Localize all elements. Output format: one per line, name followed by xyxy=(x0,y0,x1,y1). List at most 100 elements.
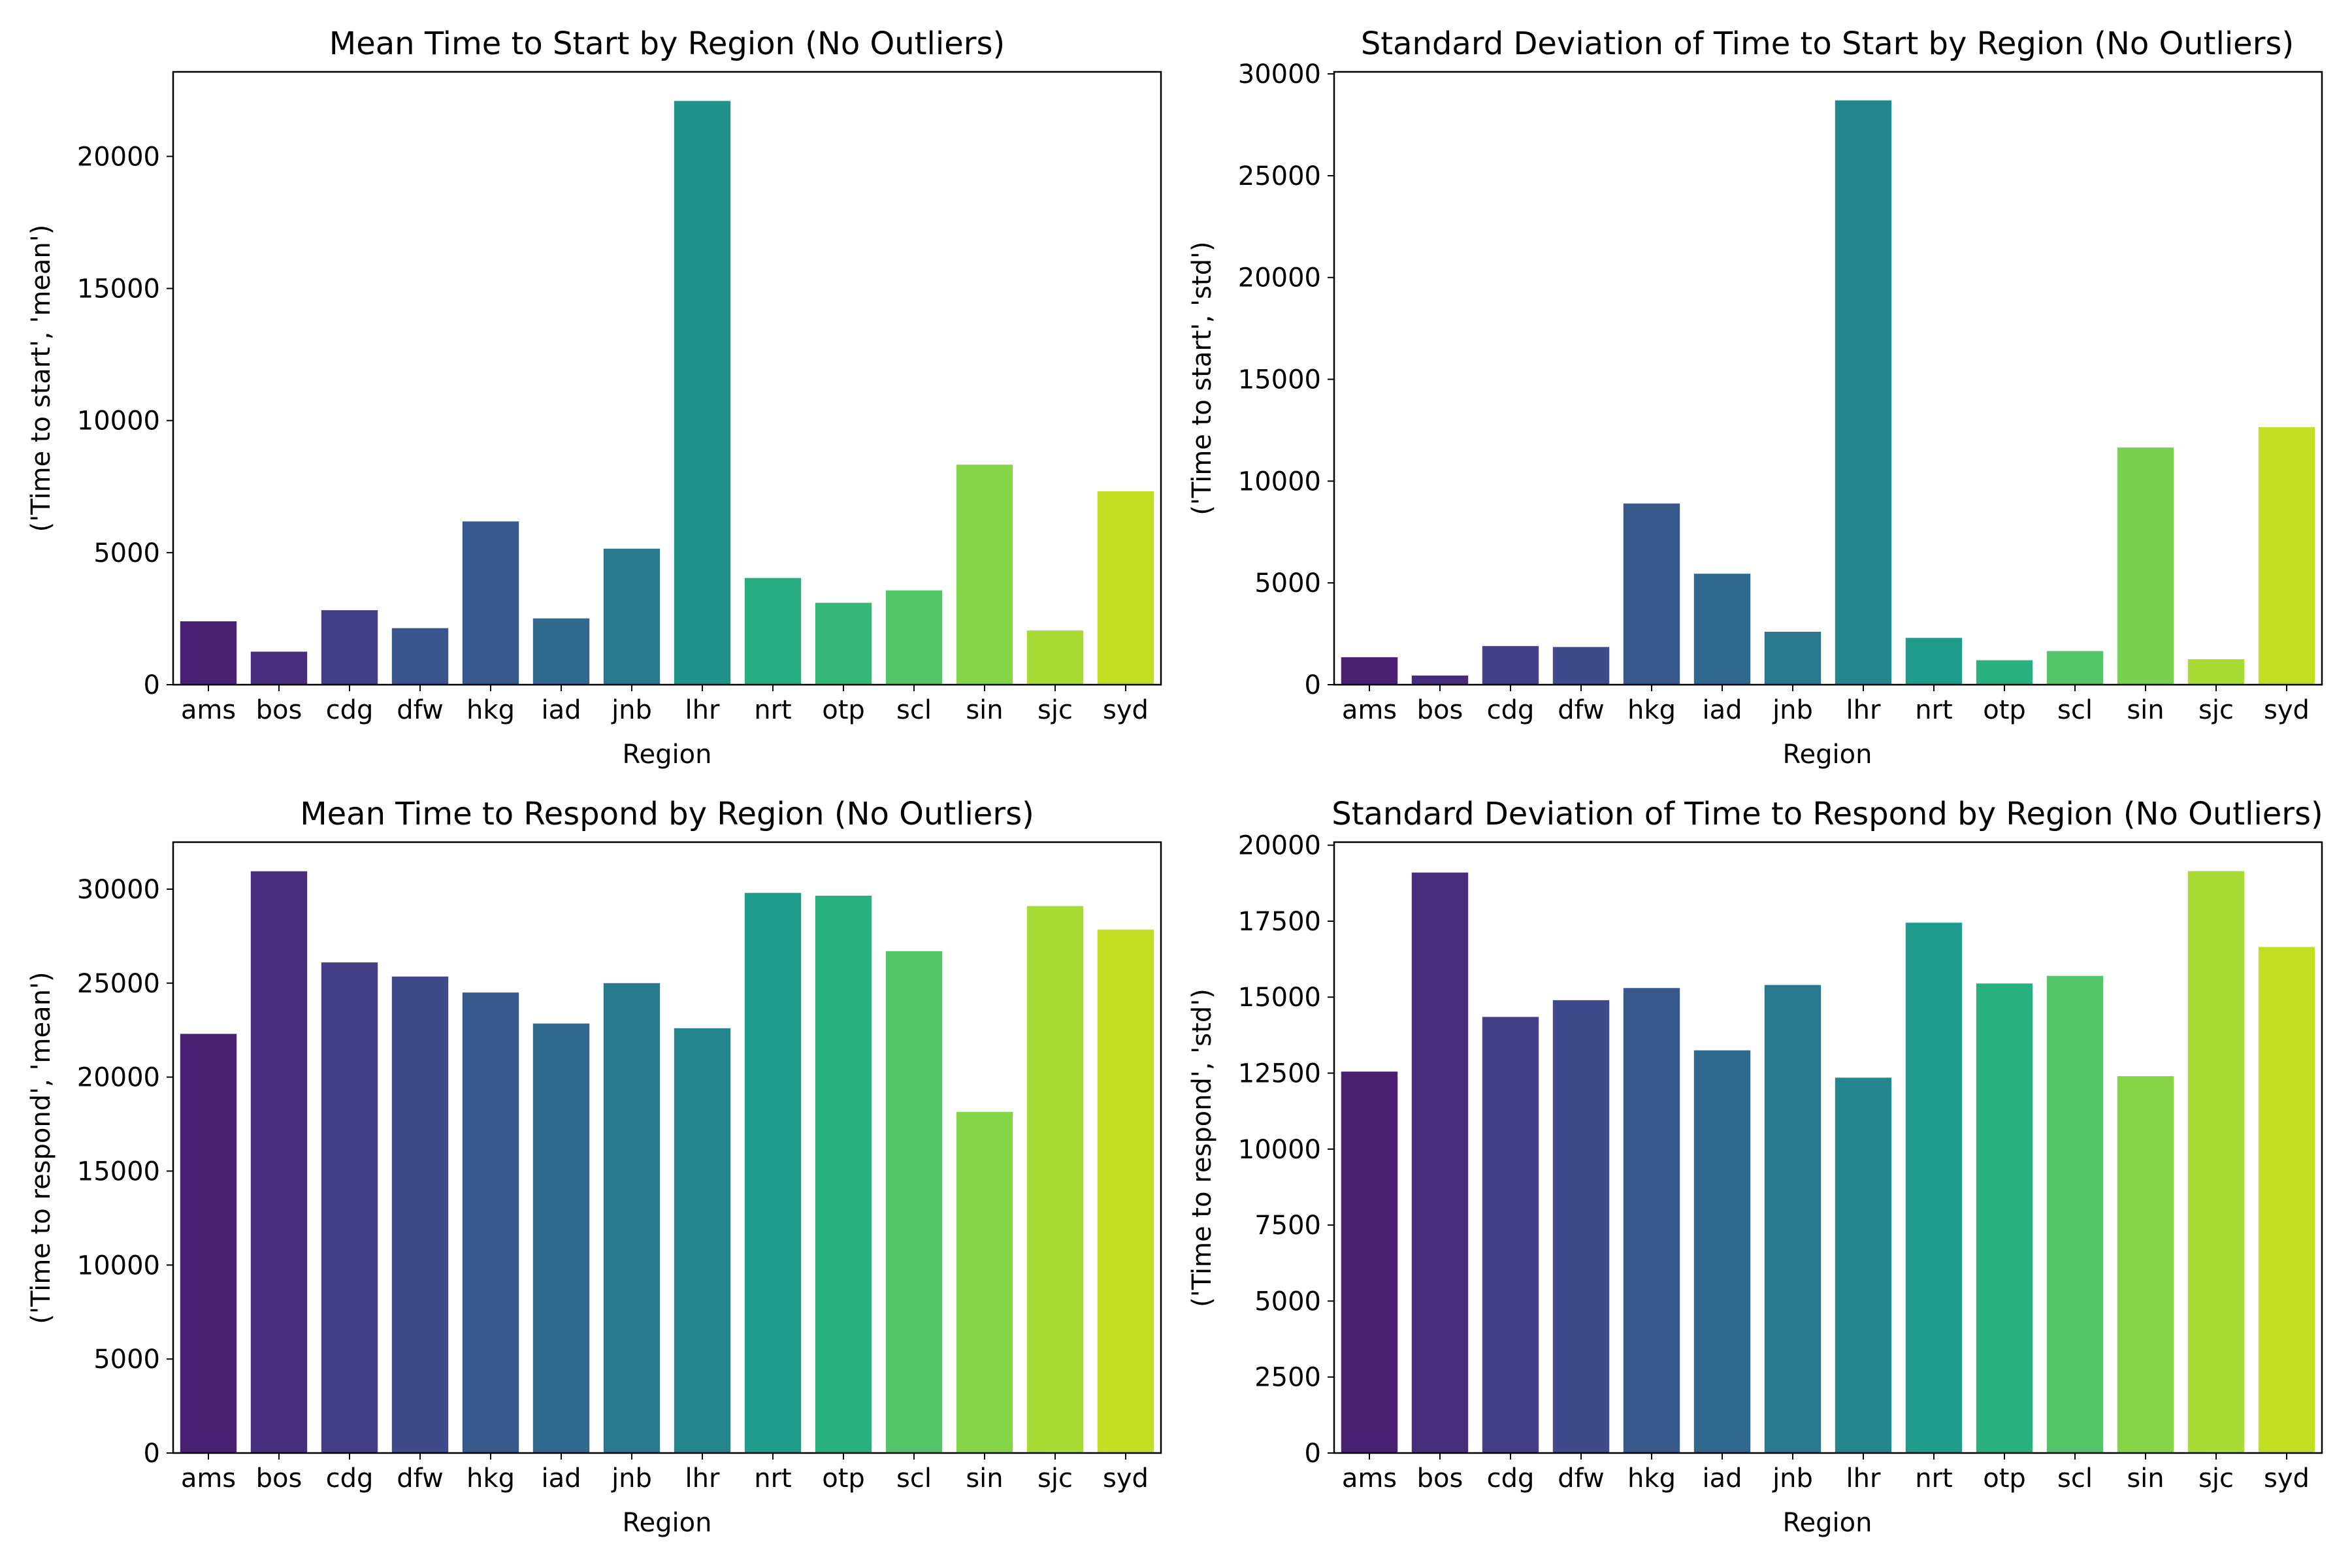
bar-syd xyxy=(2258,427,2315,685)
y-tick-label: 5000 xyxy=(1254,1286,1321,1316)
x-tick-label: iad xyxy=(541,1463,581,1494)
y-tick-label: 15000 xyxy=(77,1156,160,1186)
x-tick-label: nrt xyxy=(754,1463,791,1494)
bar-sin xyxy=(2117,1076,2174,1453)
bar-sin xyxy=(956,1111,1013,1453)
bar-ams xyxy=(1341,657,1398,685)
y-tick-label: 25000 xyxy=(1238,161,1321,191)
bar-jnb xyxy=(1764,631,1821,685)
x-tick-label: sin xyxy=(2127,695,2164,725)
chart-title: Standard Deviation of Time to Start by R… xyxy=(1361,25,2294,62)
bar-scl xyxy=(2046,651,2104,685)
x-tick-label: scl xyxy=(896,1463,932,1494)
x-tick-label: sjc xyxy=(1037,695,1073,725)
x-ticks-group: ams bos cdg dfw hkg iad jnb lhr nrt otp scl sin sjc s… xyxy=(1342,685,2310,725)
y-tick-label: 7500 xyxy=(1254,1211,1321,1241)
x-tick-label: otp xyxy=(1983,695,2026,725)
y-tick-label: 10000 xyxy=(1238,466,1321,497)
x-axis-label: Region xyxy=(623,1508,712,1538)
y-tick-label: 30000 xyxy=(1238,59,1321,90)
bar-scl xyxy=(885,590,943,685)
bar-nrt xyxy=(744,578,802,685)
bar-dfw xyxy=(391,628,449,685)
x-tick-label: jnb xyxy=(1772,695,1813,725)
x-tick-label: syd xyxy=(2264,695,2310,725)
bar-iad xyxy=(532,1023,590,1453)
x-tick-label: dfw xyxy=(397,1463,443,1494)
x-tick-label: iad xyxy=(1702,1463,1742,1494)
x-tick-label: cdg xyxy=(326,695,374,725)
x-tick-label: jnb xyxy=(1772,1463,1813,1494)
x-tick-label: ams xyxy=(1342,1463,1397,1494)
bar-nrt xyxy=(744,892,802,1453)
bar-ams xyxy=(180,621,237,685)
x-tick-label: sjc xyxy=(2198,695,2234,725)
x-tick-label: jnb xyxy=(611,1463,652,1494)
x-tick-label: syd xyxy=(1103,695,1149,725)
bar-sin xyxy=(956,465,1013,685)
panel-std-time-to-start: Standard Deviation of Time to Start by R… xyxy=(1187,25,2323,770)
bar-cdg xyxy=(1482,1017,1539,1453)
y-tick-label: 30000 xyxy=(77,875,160,905)
bar-lhr xyxy=(1835,1077,1892,1453)
bar-dfw xyxy=(1552,647,1610,685)
x-tick-label: cdg xyxy=(1487,1463,1535,1494)
y-tick-label: 5000 xyxy=(93,1345,160,1375)
bar-iad xyxy=(1693,574,1751,685)
bar-sjc xyxy=(1026,906,1084,1453)
y-ticks-group: 0 2500 5000 7500 10000 12500 15000 17500 20000 xyxy=(1238,831,1334,1469)
y-ticks-group: 0 5000 10000 15000 20000 xyxy=(77,142,173,700)
bar-scl xyxy=(2046,975,2104,1453)
bar-otp xyxy=(815,895,872,1453)
bar-ams xyxy=(1341,1071,1398,1453)
x-tick-label: nrt xyxy=(754,695,791,725)
x-tick-label: bos xyxy=(1417,695,1463,725)
y-tick-label: 15000 xyxy=(1238,983,1321,1013)
bar-bos xyxy=(1411,675,1469,685)
bar-otp xyxy=(1976,983,2033,1453)
chart-title: Mean Time to Start by Region (No Outlier… xyxy=(329,25,1005,62)
bar-bos xyxy=(1411,872,1469,1453)
y-tick-label: 5000 xyxy=(1254,568,1321,598)
y-tick-label: 0 xyxy=(144,670,160,700)
bar-syd xyxy=(2258,947,2315,1453)
x-tick-label: bos xyxy=(1417,1463,1463,1494)
bar-hkg xyxy=(462,992,519,1453)
bar-nrt xyxy=(1905,923,1963,1453)
x-axis-label: Region xyxy=(1783,740,1872,770)
chart-title: Mean Time to Respond by Region (No Outli… xyxy=(300,796,1034,832)
y-axis-label: ('Time to respond', 'std') xyxy=(1187,988,1217,1307)
x-tick-label: hkg xyxy=(1627,695,1676,725)
x-tick-label: dfw xyxy=(397,695,443,725)
y-tick-label: 10000 xyxy=(77,1250,160,1281)
axes-frame xyxy=(1333,71,2323,686)
x-ticks-group: ams bos cdg dfw hkg iad jnb lhr nrt otp scl sin sjc s… xyxy=(181,1453,1149,1494)
x-tick-label: cdg xyxy=(1487,695,1535,725)
bar-cdg xyxy=(1482,645,1539,685)
bar-otp xyxy=(815,602,872,685)
y-tick-label: 0 xyxy=(1305,1439,1321,1469)
bar-sin xyxy=(2117,447,2174,685)
y-tick-label: 12500 xyxy=(1238,1059,1321,1089)
bar-lhr xyxy=(1835,100,1892,685)
x-ticks-group: ams bos cdg dfw hkg iad jnb lhr nrt otp scl sin sjc s… xyxy=(1342,1453,2310,1494)
x-tick-label: cdg xyxy=(326,1463,374,1494)
x-tick-label: hkg xyxy=(466,695,515,725)
bar-lhr xyxy=(674,101,731,685)
bar-bos xyxy=(250,651,308,685)
x-tick-label: jnb xyxy=(611,695,652,725)
y-tick-label: 17500 xyxy=(1238,907,1321,937)
y-ticks-group: 0 5000 10000 15000 20000 25000 30000 xyxy=(1238,59,1334,700)
y-tick-label: 20000 xyxy=(1238,263,1321,293)
bar-dfw xyxy=(391,976,449,1453)
x-ticks-group: ams bos cdg dfw hkg iad jnb lhr nrt otp scl sin sjc s… xyxy=(181,685,1149,725)
bar-iad xyxy=(1693,1050,1751,1453)
y-tick-label: 2500 xyxy=(1254,1363,1321,1393)
x-tick-label: lhr xyxy=(685,1463,720,1494)
y-tick-label: 5000 xyxy=(93,538,160,568)
x-tick-label: scl xyxy=(2057,1463,2093,1494)
bar-jnb xyxy=(603,983,661,1453)
x-tick-label: sin xyxy=(2127,1463,2164,1494)
x-tick-label: hkg xyxy=(466,1463,515,1494)
bar-ams xyxy=(180,1034,237,1453)
